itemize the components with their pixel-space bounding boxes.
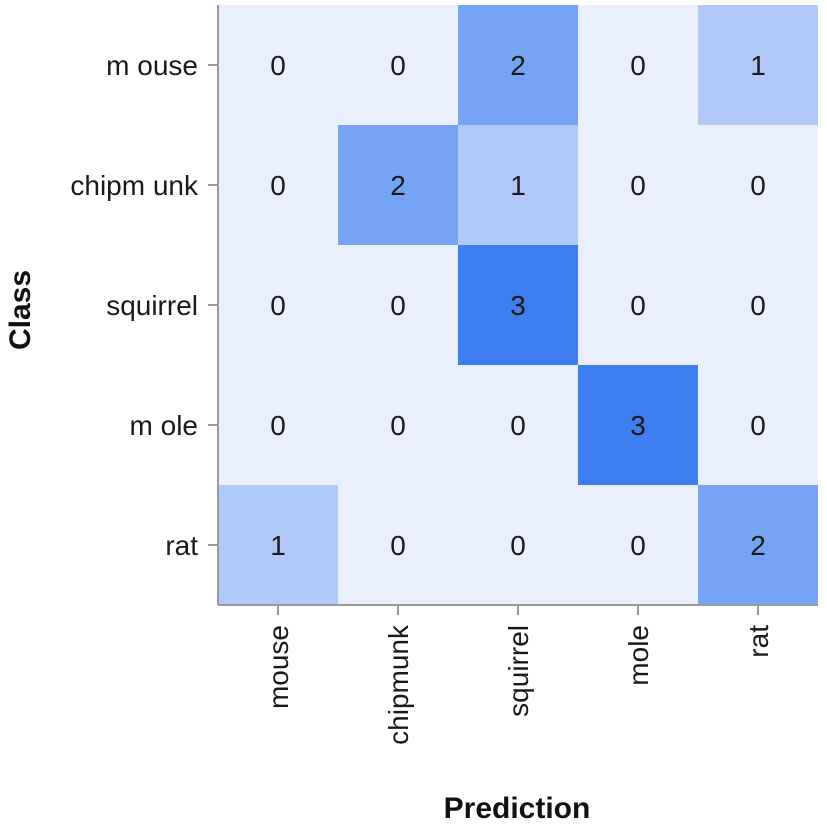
heatmap-cell [698,5,818,125]
x-tick-labels: mouse chipmunk squirrel mole rat [263,624,774,745]
cell-value-label: 3 [510,290,526,321]
x-tick-label: rat [743,625,774,658]
cell-value-label: 0 [510,410,526,441]
heatmap-cell [698,125,818,245]
cell-value-label: 2 [750,530,766,561]
heatmap-cell [698,365,818,485]
heatmap-cell [458,485,578,605]
cell-value-label: 0 [390,290,406,321]
x-tick-label: squirrel [503,625,534,717]
heatmap-cell [698,245,818,365]
axes [208,5,818,615]
cell-value-label: 1 [510,170,526,201]
cell-value-label: 0 [630,170,646,201]
y-tick-label: squirrel [106,290,198,321]
cell-value-label: 1 [750,50,766,81]
cell-value-label: 0 [630,50,646,81]
x-tick-label: chipmunk [383,624,414,745]
heatmap-cell [338,245,458,365]
heatmap-cells [218,5,818,605]
y-tick-label: m ouse [106,50,198,81]
cell-value-label: 0 [750,290,766,321]
heatmap-cell [578,125,698,245]
heatmap-cell [218,125,338,245]
heatmap-cell [218,485,338,605]
x-tick-label: mole [623,625,654,686]
heatmap-cell [578,485,698,605]
heatmap-cell [578,5,698,125]
y-tick-labels: m ouse chipm unk squirrel m ole rat [70,50,199,561]
heatmap-cell [338,125,458,245]
y-tick-label: rat [165,530,198,561]
cell-value-label: 0 [270,170,286,201]
x-tick-label: mouse [263,625,294,709]
heatmap-cell [218,365,338,485]
cell-value-label: 0 [390,50,406,81]
heatmap-cell [458,245,578,365]
cell-value-label: 0 [270,50,286,81]
y-tick-label: chipm unk [70,170,199,201]
cell-value-label: 0 [630,290,646,321]
heatmap-cell [338,365,458,485]
y-axis-title: Class [4,270,37,350]
cell-value-labels: 0 0 2 0 1 0 2 1 0 0 0 0 3 0 0 0 0 0 3 0 1 0 0 0 2 [270,50,766,561]
y-tick-label: m ole [130,410,198,441]
cell-value-label: 0 [270,290,286,321]
heatmap-cell [578,365,698,485]
heatmap-cell [458,365,578,485]
cell-value-label: 0 [510,530,526,561]
cell-value-label: 0 [270,410,286,441]
x-axis-title: Prediction [444,792,591,825]
cell-value-label: 2 [390,170,406,201]
cell-value-label: 2 [510,50,526,81]
heatmap-cell [698,485,818,605]
heatmap-cell [578,245,698,365]
heatmap-cell [458,125,578,245]
cell-value-label: 0 [750,170,766,201]
cell-value-label: 0 [750,410,766,441]
heatmap-cell [218,5,338,125]
cell-value-label: 1 [270,530,286,561]
cell-value-label: 3 [630,410,646,441]
cell-value-label: 0 [630,530,646,561]
heatmap-cell [458,5,578,125]
heatmap-cell [338,5,458,125]
cell-value-label: 0 [390,410,406,441]
heatmap-cell [338,485,458,605]
cell-value-label: 0 [390,530,406,561]
heatmap-cell [218,245,338,365]
